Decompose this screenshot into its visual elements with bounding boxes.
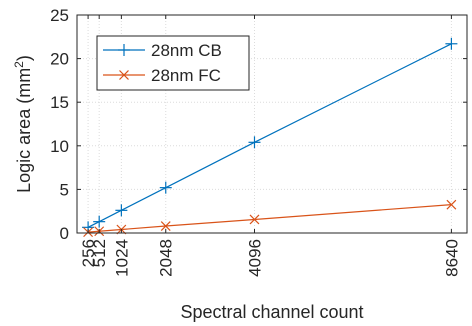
x-tick-label: 4096 (245, 239, 264, 277)
y-axis-label: Logic area (mm2) (12, 55, 34, 193)
data-point (93, 216, 105, 228)
y-tick-label: 5 (60, 180, 69, 199)
y-tick-label: 10 (50, 137, 69, 156)
legend-label: 28nm CB (151, 41, 222, 60)
x-axis-label: Spectral channel count (180, 302, 363, 322)
y-tick-label: 15 (50, 93, 69, 112)
y-tick-label: 20 (50, 50, 69, 69)
x-tick-label: 1024 (112, 239, 131, 277)
y-axis-label-main: Logic area (mm (14, 68, 34, 193)
data-point (115, 204, 127, 216)
series-line (88, 205, 451, 232)
legend-label: 28nm FC (151, 66, 221, 85)
y-axis-label-close: ) (14, 55, 34, 61)
y-tick-label: 0 (60, 224, 69, 243)
data-point (160, 182, 172, 194)
series-1 (84, 200, 456, 236)
x-tick-label: 512 (90, 239, 109, 267)
x-tick-label: 2048 (157, 239, 176, 277)
data-point (445, 38, 457, 50)
data-point (248, 136, 260, 148)
x-tick-label: 8640 (442, 239, 461, 277)
y-tick-label: 25 (50, 6, 69, 25)
legend: 28nm CB 28nm FC (97, 36, 249, 90)
